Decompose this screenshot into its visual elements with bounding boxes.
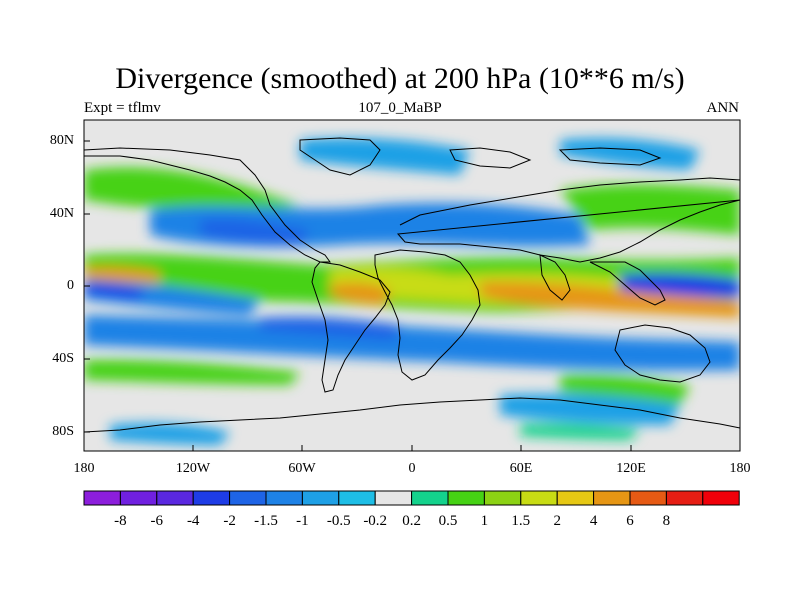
lon-label-0: 0 [408,461,416,476]
legend-label-16: 8 [662,513,671,529]
south-blue-core [260,317,400,340]
australia-coast [614,324,711,383]
legend-box-17 [665,490,704,506]
north-green-band-east [560,184,740,235]
legend-box-18 [702,490,740,506]
antarctic-green [520,423,640,440]
west-orange [84,266,160,282]
legend-box-1 [83,490,121,506]
south-green-band-east [560,374,690,405]
legend-label-10: 0.5 [438,513,458,529]
case-label: 107_0_MaBP [358,100,442,116]
legend-box-15 [593,490,631,506]
africa-coast [374,249,481,381]
greenland-coast [299,137,381,176]
legend-label-4: -2 [223,513,236,529]
south-america-coast [311,261,391,393]
legend-box-13 [520,490,558,506]
far-south-blue [500,393,680,425]
eurasia-coast [396,177,741,263]
legend-label-14: 4 [589,513,598,529]
legend-box-3 [156,490,194,506]
lat-label-40s: 40S [52,351,74,366]
experiment-label: Expt = tflmv [84,100,161,116]
lat-label-0: 0 [67,278,74,293]
legend-box-12 [483,490,522,506]
lat-label-80n: 80N [49,133,74,148]
lon-label-120w: 120W [175,461,211,476]
contour-field [84,120,740,451]
legend-label-2: -6 [150,513,164,529]
lat-label-40n: 40N [49,206,74,221]
legend-box-14 [556,490,595,506]
lon-label-180w: 180 [73,461,95,476]
west-pacific-deep-blue [84,282,145,298]
lon-label-60w: 60W [288,461,316,476]
high-lat-blue [300,138,470,175]
north-green-band [84,167,300,211]
legend-label-13: 2 [553,513,561,529]
legend-label-15: 6 [626,513,634,529]
legend-box-6 [265,490,303,506]
lon-label-60e: 60E [509,461,533,476]
legend-label-3: -4 [186,513,200,529]
india-coast [539,254,571,301]
southeast-asia-coast [589,261,666,306]
equatorial-orange [480,281,740,318]
antarctica-coast [83,397,741,433]
legend-label-1: -8 [114,513,127,529]
antarctic-blue [110,422,230,445]
legend-label-8: -0.2 [363,513,388,529]
legend-box-7 [301,490,340,506]
axis-ticks [84,140,632,451]
legend-label-5: -1.5 [254,513,278,529]
coastlines [83,137,741,433]
lon-label-120e: 120E [616,461,646,476]
africa-orange [330,282,390,305]
season-label: ANN [706,100,740,116]
arctic-islands-coast [449,147,662,169]
legend-label-6: -1 [296,513,309,529]
south-green-band [84,359,300,385]
lon-label-180e: 180 [729,461,751,476]
legend-label-12: 1.5 [511,513,531,529]
legend-box-16 [629,490,667,506]
map-title: Divergence (smoothed) at 200 hPa (10**6 … [115,62,685,95]
legend-box-2 [119,490,158,506]
legend-label-9: 0.2 [402,513,421,529]
lat-label-80s: 80S [52,424,74,439]
legend-box-4 [192,490,231,506]
legend-box-8 [338,490,376,506]
legend-label-11: 1 [480,513,489,529]
legend-box-10 [411,490,449,506]
legend-label-7: -0.5 [326,513,351,529]
legend-colorbar [83,490,740,506]
legend-box-9 [374,490,413,506]
legend-box-11 [447,490,485,506]
high-lat-blue-east [560,138,700,170]
south-blue-band [84,315,740,371]
legend-box-5 [229,490,267,506]
